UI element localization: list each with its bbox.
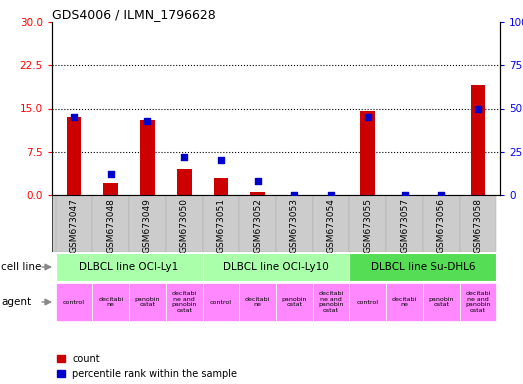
Bar <box>166 195 202 252</box>
Text: control: control <box>210 300 232 305</box>
Text: control: control <box>63 300 85 305</box>
Text: decitabi
ne: decitabi ne <box>392 296 417 308</box>
Text: GSM673048: GSM673048 <box>106 198 115 253</box>
Text: GSM673055: GSM673055 <box>363 198 372 253</box>
Text: GSM673056: GSM673056 <box>437 198 446 253</box>
Point <box>363 114 372 120</box>
Bar <box>67 117 82 195</box>
Bar <box>386 195 423 252</box>
Bar <box>177 169 191 195</box>
Point <box>327 192 335 198</box>
Point <box>290 192 299 198</box>
Text: decitabi
ne and
panobin
ostat: decitabi ne and panobin ostat <box>465 291 491 313</box>
Point <box>143 118 152 124</box>
Bar <box>202 195 240 252</box>
Bar <box>460 283 496 321</box>
Bar <box>240 283 276 321</box>
Bar <box>471 85 485 195</box>
Bar <box>349 253 496 281</box>
Text: control: control <box>357 300 379 305</box>
Text: panobin
ostat: panobin ostat <box>135 296 160 308</box>
Point <box>400 192 408 198</box>
Bar <box>93 283 129 321</box>
Point <box>217 157 225 164</box>
Text: agent: agent <box>1 297 31 307</box>
Point <box>70 114 78 120</box>
Bar <box>240 195 276 252</box>
Text: decitabi
ne and
panobin
ostat: decitabi ne and panobin ostat <box>172 291 197 313</box>
Bar <box>213 178 228 195</box>
Bar <box>55 283 93 321</box>
Point <box>474 106 482 112</box>
Text: GSM673054: GSM673054 <box>326 198 336 253</box>
Text: decitabi
ne: decitabi ne <box>98 296 123 308</box>
Text: GSM673051: GSM673051 <box>217 198 225 253</box>
Bar <box>55 253 202 281</box>
Text: decitabi
ne: decitabi ne <box>245 296 270 308</box>
Text: DLBCL line Su-DHL6: DLBCL line Su-DHL6 <box>371 262 475 272</box>
Point <box>437 192 446 198</box>
Text: DLBCL line OCI-Ly1: DLBCL line OCI-Ly1 <box>79 262 179 272</box>
Bar <box>202 253 349 281</box>
Bar <box>104 184 118 195</box>
Bar <box>129 195 166 252</box>
Text: decitabi
ne and
panobin
ostat: decitabi ne and panobin ostat <box>319 291 344 313</box>
Text: panobin
ostat: panobin ostat <box>281 296 307 308</box>
Bar <box>93 195 129 252</box>
Text: GSM673047: GSM673047 <box>70 198 78 253</box>
Text: GSM673049: GSM673049 <box>143 198 152 253</box>
Point <box>254 178 262 184</box>
Bar <box>386 283 423 321</box>
Text: GSM673057: GSM673057 <box>400 198 409 253</box>
Bar <box>313 283 349 321</box>
Bar <box>166 283 202 321</box>
Bar <box>423 195 460 252</box>
Point <box>107 171 115 177</box>
Bar <box>202 283 240 321</box>
Text: GSM673050: GSM673050 <box>180 198 189 253</box>
Text: panobin
ostat: panobin ostat <box>428 296 454 308</box>
Bar <box>313 195 349 252</box>
Text: cell line: cell line <box>1 262 41 272</box>
Bar <box>55 195 93 252</box>
Text: GSM673058: GSM673058 <box>473 198 482 253</box>
Text: GDS4006 / ILMN_1796628: GDS4006 / ILMN_1796628 <box>52 8 216 21</box>
Text: DLBCL line OCI-Ly10: DLBCL line OCI-Ly10 <box>223 262 329 272</box>
Bar <box>349 283 386 321</box>
Point <box>180 154 188 160</box>
Bar <box>129 283 166 321</box>
Text: GSM673052: GSM673052 <box>253 198 262 253</box>
Bar <box>360 111 375 195</box>
Bar <box>460 195 496 252</box>
Bar <box>349 195 386 252</box>
Legend: count, percentile rank within the sample: count, percentile rank within the sample <box>57 354 237 379</box>
Bar <box>276 195 313 252</box>
Bar <box>140 120 155 195</box>
Text: GSM673053: GSM673053 <box>290 198 299 253</box>
Bar <box>423 283 460 321</box>
Bar <box>251 192 265 195</box>
Bar <box>276 283 313 321</box>
